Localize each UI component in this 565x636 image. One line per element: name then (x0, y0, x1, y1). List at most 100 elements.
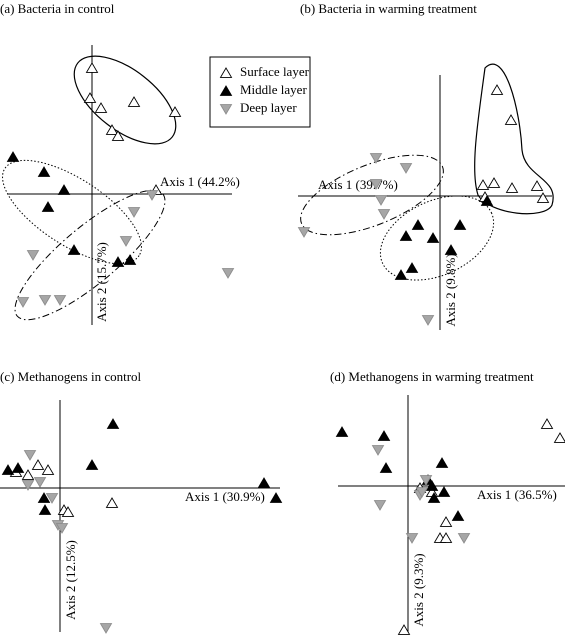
point (335, 426, 349, 437)
point (61, 506, 75, 517)
point (127, 96, 141, 107)
y-axis-label: Axis 2 (15.7%) (94, 242, 109, 322)
point (435, 457, 449, 468)
x-axis-label: Axis 1 (30.9%) (185, 489, 265, 504)
legend-marker (219, 104, 233, 115)
point (16, 297, 30, 308)
point (257, 477, 271, 488)
point (371, 445, 385, 456)
point (439, 516, 453, 527)
panel-title: (b) Bacteria in warming treatment (300, 1, 477, 16)
point (11, 462, 25, 473)
point (377, 209, 391, 220)
outline-surface-a (73, 55, 177, 145)
point (405, 533, 419, 544)
point (426, 232, 440, 243)
point (127, 207, 141, 218)
point (21, 469, 35, 480)
point (369, 179, 383, 190)
point (397, 624, 411, 635)
y-axis-label: Axis 2 (9.8%) (443, 253, 458, 326)
point (55, 523, 69, 534)
point (405, 262, 419, 273)
point (411, 219, 425, 230)
point (111, 130, 125, 141)
x-axis-label: Axis 1 (36.5%) (477, 487, 557, 502)
point (23, 450, 37, 461)
point (21, 480, 35, 491)
point (457, 533, 471, 544)
point (85, 459, 99, 470)
point (399, 163, 413, 174)
point (530, 180, 544, 191)
point (453, 219, 467, 230)
point (6, 151, 20, 162)
x-axis-label: Axis 1 (44.2%) (160, 174, 240, 189)
legend-label: Deep layer (240, 100, 297, 115)
point (106, 418, 120, 429)
y-axis-label: Axis 2 (9.3%) (411, 553, 426, 626)
point (490, 84, 504, 95)
point (105, 124, 119, 135)
point (379, 462, 393, 473)
point (399, 230, 413, 241)
point (369, 153, 383, 164)
point (45, 493, 59, 504)
point (504, 114, 518, 125)
point (487, 177, 501, 188)
point (111, 256, 125, 267)
point (419, 475, 433, 486)
group-outlines (2, 55, 554, 321)
x-axis-label: Axis 1 (39.7%) (318, 177, 398, 192)
point (374, 195, 388, 206)
point (105, 497, 119, 508)
point (168, 106, 182, 117)
point (451, 510, 465, 521)
point (85, 62, 99, 73)
y-axis-label: Axis 2 (12.5%) (63, 540, 78, 620)
point (439, 532, 453, 543)
outline-middle-a (2, 159, 142, 265)
point (269, 492, 283, 503)
legend-label: Middle layer (240, 82, 307, 97)
point (123, 254, 137, 265)
point (38, 295, 52, 306)
point (37, 492, 51, 503)
point (145, 190, 159, 201)
point (540, 418, 554, 429)
point (536, 192, 550, 203)
legend-label: Surface layer (240, 64, 310, 79)
point (83, 92, 97, 103)
point (94, 102, 108, 113)
point (427, 492, 441, 503)
panel-title: (d) Methanogens in warming treatment (330, 369, 534, 384)
point (297, 227, 311, 238)
panel-title: (a) Bacteria in control (0, 1, 115, 16)
point (421, 315, 435, 326)
point (553, 432, 565, 443)
point (67, 244, 81, 255)
point (26, 250, 40, 261)
point (377, 430, 391, 441)
panel-title: (c) Methanogens in control (0, 369, 142, 384)
point (437, 486, 451, 497)
outline-surface-b (474, 63, 554, 215)
point (53, 295, 67, 306)
point (31, 459, 45, 470)
point (480, 195, 494, 206)
outline-deep-b (300, 154, 444, 236)
point (505, 182, 519, 193)
point (57, 184, 71, 195)
point (425, 480, 439, 491)
point (119, 236, 133, 247)
point (394, 269, 408, 280)
outline-middle-b (379, 195, 495, 281)
point (41, 464, 55, 475)
point (373, 500, 387, 511)
point (38, 504, 52, 515)
point (444, 244, 458, 255)
point (221, 268, 235, 279)
point (476, 179, 490, 190)
point (99, 623, 113, 634)
